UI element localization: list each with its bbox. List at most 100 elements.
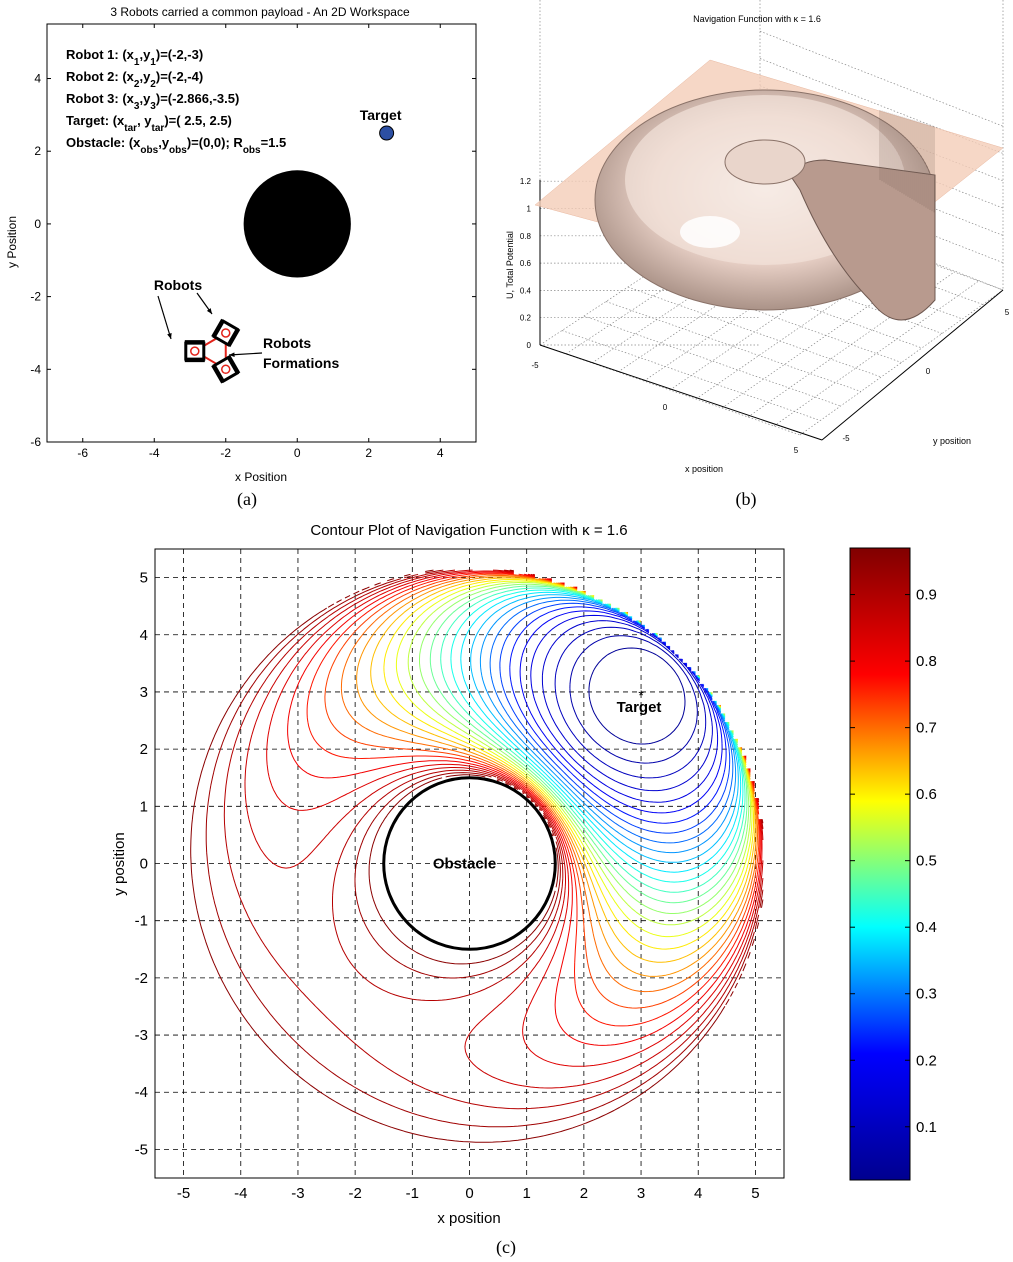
b-xtick-label: -5 xyxy=(531,361,539,370)
contour-line xyxy=(479,596,737,854)
contour-target-label: Target xyxy=(617,699,662,716)
a-xtick-label: 0 xyxy=(294,446,301,460)
colorbar xyxy=(849,547,911,1181)
cbar-tick-label: 0.4 xyxy=(916,919,937,936)
c-xtick-label: 1 xyxy=(523,1185,531,1202)
b-obstacle-wall xyxy=(789,159,936,321)
cbar-tick-label: 0.9 xyxy=(916,587,937,604)
contour-line xyxy=(370,577,756,963)
c-ytick-label: 3 xyxy=(140,684,148,701)
target-label: Target xyxy=(360,107,402,123)
c-xtick-label: -2 xyxy=(348,1185,361,1202)
cbar-tick-label: 0.3 xyxy=(916,986,937,1003)
cbar-tick-label: 0.7 xyxy=(916,720,937,737)
panel-a-info-text: Robot 1: (x1,y1)=(-2,-3)Robot 2: (x2,y2)… xyxy=(66,47,286,156)
a-ytick-label: 4 xyxy=(34,72,41,86)
b-ytick-label: 5 xyxy=(1005,308,1010,317)
panel-b-ticks: 0 0.2 0.4 0.6 0.8 1 1.2 -5 0 5 -5 0 5 xyxy=(520,177,1010,455)
robots-group xyxy=(157,292,263,384)
panel-c-title: Contour Plot of Navigation Function with… xyxy=(310,522,627,539)
cbar-tick-label: 0.1 xyxy=(916,1119,937,1136)
c-ytick-label: -2 xyxy=(135,970,148,987)
c-xtick-label: 2 xyxy=(580,1185,588,1202)
b-ztick-label: 0.8 xyxy=(520,232,532,241)
a-info-line: Obstacle: (xobs,yobs)=(0,0); Robs=1.5 xyxy=(66,135,286,156)
panel-b-zlabel: U, Total Potential xyxy=(505,231,515,299)
caption-c: (c) xyxy=(496,1237,516,1258)
obstacle-label: Obstacle xyxy=(268,216,327,232)
b-box-line xyxy=(649,272,902,363)
c-xtick-label: 5 xyxy=(751,1185,759,1202)
b-ztick-label: 1.2 xyxy=(520,177,532,186)
panel-a-title: 3 Robots carried a common payload - An 2… xyxy=(110,5,410,19)
contour-line xyxy=(223,569,764,1110)
contour-line xyxy=(324,573,760,1009)
contour-line xyxy=(205,569,764,1128)
robots-label: Robots xyxy=(154,277,202,293)
c-xtick-label: 3 xyxy=(637,1185,645,1202)
contour-line xyxy=(306,572,761,1027)
panel-c-ticks: -5 -4 -3 -2 -1 0 1 2 3 4 5 -5 -4 -3 -2 -1 0 1 2 3 4 5 xyxy=(135,570,760,1202)
c-ytick-label: 0 xyxy=(140,856,148,873)
c-xtick-label: 4 xyxy=(694,1185,702,1202)
c-ytick-label: -1 xyxy=(135,913,148,930)
cbar-tick-label: 0.2 xyxy=(916,1052,937,1069)
panel-a-ylabel: y Position xyxy=(5,216,19,268)
colorbar-ticks: 0.1 0.2 0.3 0.4 0.5 0.6 0.7 0.8 0.9 xyxy=(850,587,937,1136)
a-xtick-label: -4 xyxy=(149,446,160,460)
c-ytick-label: 4 xyxy=(140,627,148,644)
c-ytick-label: -3 xyxy=(135,1027,148,1044)
b-ytick-label: -5 xyxy=(842,434,850,443)
b-xtick-label: 5 xyxy=(794,446,799,455)
contour-line xyxy=(395,580,753,938)
contour-line xyxy=(429,585,748,904)
c-xtick-label: -1 xyxy=(406,1185,419,1202)
a-xtick-label: 4 xyxy=(437,446,444,460)
a-xtick-label: -6 xyxy=(77,446,88,460)
a-info-line: Robot 3: (x3,y3)=(-2.866,-3.5) xyxy=(66,91,239,112)
a-ytick-label: -4 xyxy=(30,362,41,376)
b-box-line xyxy=(759,30,1004,127)
b-ztick-label: 0.4 xyxy=(520,286,532,295)
contour-line xyxy=(530,614,719,803)
contour-line xyxy=(383,578,755,950)
a-ytick-label: 0 xyxy=(34,217,41,231)
b-highlight xyxy=(680,216,740,248)
b-box-line xyxy=(695,253,906,400)
contour-line xyxy=(588,647,686,745)
contour-obstacle-circle xyxy=(382,776,557,951)
b-obstacle-top xyxy=(724,139,806,185)
contour-line xyxy=(266,570,763,1067)
a-ytick-label: 2 xyxy=(34,144,41,158)
contour-line xyxy=(440,587,746,893)
contour-line xyxy=(244,569,764,1089)
contour-line xyxy=(569,635,698,764)
contour-line xyxy=(470,594,739,863)
b-box-line xyxy=(583,315,841,407)
c-xtick-label: -3 xyxy=(291,1185,304,1202)
c-xtick-label: 0 xyxy=(465,1185,473,1202)
b-box-line xyxy=(671,257,922,349)
panel-a: 3 Robots carried a common payload - An 2… xyxy=(5,5,477,484)
contour-line xyxy=(489,599,734,844)
cbar-tick-label: 0.5 xyxy=(916,853,937,870)
panel-b-title: Navigation Function with κ = 1.6 xyxy=(693,14,821,24)
robot-icon xyxy=(211,355,241,384)
b-ztick-label: 0 xyxy=(527,341,532,350)
a-info-line: Target: (xtar, ytar)=( 2.5, 2.5) xyxy=(66,113,232,134)
panel-c-xlabel: x position xyxy=(437,1210,500,1227)
panel-b-ylabel: y position xyxy=(933,436,971,446)
a-info-line: Robot 2: (x2,y2)=(-2,-4) xyxy=(66,69,203,90)
contour-line xyxy=(554,626,707,779)
cbar-tick-label: 0.6 xyxy=(916,786,937,803)
c-ytick-label: -5 xyxy=(135,1141,148,1158)
panel-c-contours xyxy=(190,569,764,1143)
formation-label-line1: Robots xyxy=(263,335,311,351)
b-box-line xyxy=(605,301,862,392)
a-xtick-label: 2 xyxy=(365,446,372,460)
annotation-arrow xyxy=(157,295,172,340)
contour-line xyxy=(541,620,713,792)
b-yaxis xyxy=(821,289,1004,441)
panel-b-surface xyxy=(534,59,1004,321)
